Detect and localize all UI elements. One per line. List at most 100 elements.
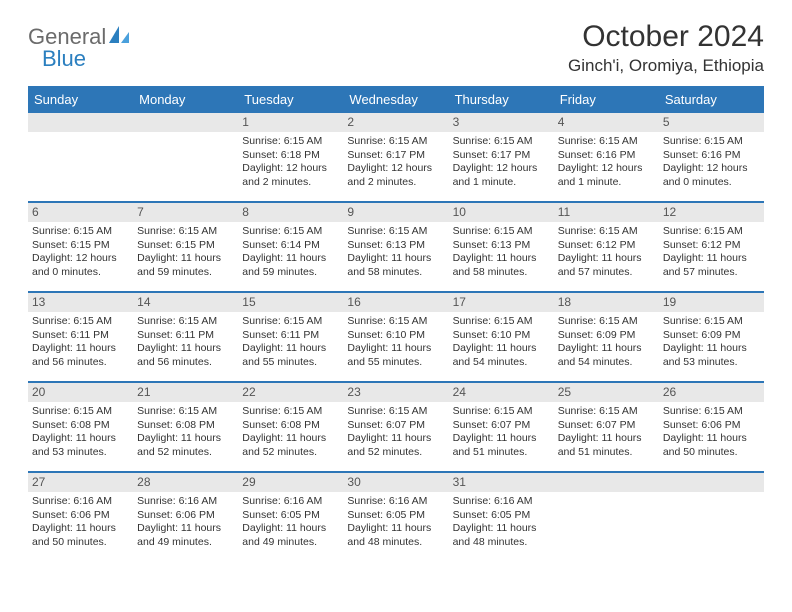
- daylight-text: Daylight: 12 hours and 1 minute.: [453, 162, 550, 189]
- day-details: Sunrise: 6:16 AMSunset: 6:06 PMDaylight:…: [28, 492, 133, 554]
- day-number: 7: [133, 203, 238, 222]
- sunrise-text: Sunrise: 6:15 AM: [663, 405, 760, 418]
- sunset-text: Sunset: 6:09 PM: [663, 329, 760, 342]
- day-cell: 15Sunrise: 6:15 AMSunset: 6:11 PMDayligh…: [238, 293, 343, 381]
- daylight-text: Daylight: 11 hours and 52 minutes.: [347, 432, 444, 459]
- sunset-text: Sunset: 6:09 PM: [558, 329, 655, 342]
- daylight-text: Daylight: 11 hours and 50 minutes.: [32, 522, 129, 549]
- sunrise-text: Sunrise: 6:15 AM: [242, 315, 339, 328]
- day-cell: 20Sunrise: 6:15 AMSunset: 6:08 PMDayligh…: [28, 383, 133, 471]
- day-number: 9: [343, 203, 448, 222]
- daylight-text: Daylight: 11 hours and 52 minutes.: [137, 432, 234, 459]
- day-number: 19: [659, 293, 764, 312]
- sunrise-text: Sunrise: 6:15 AM: [242, 405, 339, 418]
- day-details: Sunrise: 6:15 AMSunset: 6:09 PMDaylight:…: [659, 312, 764, 374]
- daylight-text: Daylight: 11 hours and 49 minutes.: [242, 522, 339, 549]
- sunset-text: Sunset: 6:13 PM: [347, 239, 444, 252]
- day-details: Sunrise: 6:15 AMSunset: 6:15 PMDaylight:…: [133, 222, 238, 284]
- day-details: Sunrise: 6:15 AMSunset: 6:11 PMDaylight:…: [133, 312, 238, 374]
- sunset-text: Sunset: 6:08 PM: [137, 419, 234, 432]
- day-number: 23: [343, 383, 448, 402]
- sunset-text: Sunset: 6:12 PM: [558, 239, 655, 252]
- sunset-text: Sunset: 6:08 PM: [242, 419, 339, 432]
- weekday-header: Monday: [133, 88, 238, 111]
- day-number: 8: [238, 203, 343, 222]
- day-cell: 28Sunrise: 6:16 AMSunset: 6:06 PMDayligh…: [133, 473, 238, 561]
- daylight-text: Daylight: 11 hours and 55 minutes.: [347, 342, 444, 369]
- week-row: 27Sunrise: 6:16 AMSunset: 6:06 PMDayligh…: [28, 471, 764, 561]
- day-cell: 25Sunrise: 6:15 AMSunset: 6:07 PMDayligh…: [554, 383, 659, 471]
- sunrise-text: Sunrise: 6:16 AM: [137, 495, 234, 508]
- sunrise-text: Sunrise: 6:15 AM: [453, 315, 550, 328]
- sunset-text: Sunset: 6:11 PM: [32, 329, 129, 342]
- day-number: 21: [133, 383, 238, 402]
- sunrise-text: Sunrise: 6:15 AM: [663, 135, 760, 148]
- sunrise-text: Sunrise: 6:15 AM: [137, 405, 234, 418]
- sunset-text: Sunset: 6:08 PM: [32, 419, 129, 432]
- day-cell: 31Sunrise: 6:16 AMSunset: 6:05 PMDayligh…: [449, 473, 554, 561]
- day-number: 24: [449, 383, 554, 402]
- sunrise-text: Sunrise: 6:15 AM: [32, 315, 129, 328]
- day-details: Sunrise: 6:15 AMSunset: 6:11 PMDaylight:…: [28, 312, 133, 374]
- sunset-text: Sunset: 6:16 PM: [558, 149, 655, 162]
- title-block: October 2024 Ginch'i, Oromiya, Ethiopia: [568, 18, 764, 76]
- day-details: Sunrise: 6:16 AMSunset: 6:05 PMDaylight:…: [449, 492, 554, 554]
- sunrise-text: Sunrise: 6:16 AM: [347, 495, 444, 508]
- day-cell: 2Sunrise: 6:15 AMSunset: 6:17 PMDaylight…: [343, 113, 448, 201]
- sunrise-text: Sunrise: 6:15 AM: [453, 225, 550, 238]
- day-number: 4: [554, 113, 659, 132]
- day-details: Sunrise: 6:15 AMSunset: 6:17 PMDaylight:…: [449, 132, 554, 194]
- day-details: Sunrise: 6:15 AMSunset: 6:18 PMDaylight:…: [238, 132, 343, 194]
- day-number: 29: [238, 473, 343, 492]
- sunrise-text: Sunrise: 6:15 AM: [663, 315, 760, 328]
- day-details: Sunrise: 6:15 AMSunset: 6:14 PMDaylight:…: [238, 222, 343, 284]
- daylight-text: Daylight: 11 hours and 50 minutes.: [663, 432, 760, 459]
- sunrise-text: Sunrise: 6:15 AM: [242, 135, 339, 148]
- day-number: 3: [449, 113, 554, 132]
- day-details: Sunrise: 6:15 AMSunset: 6:08 PMDaylight:…: [238, 402, 343, 464]
- daylight-text: Daylight: 12 hours and 2 minutes.: [347, 162, 444, 189]
- day-details: Sunrise: 6:15 AMSunset: 6:12 PMDaylight:…: [659, 222, 764, 284]
- day-details: Sunrise: 6:15 AMSunset: 6:08 PMDaylight:…: [133, 402, 238, 464]
- day-number: 20: [28, 383, 133, 402]
- weekday-header-row: Sunday Monday Tuesday Wednesday Thursday…: [28, 88, 764, 111]
- sunset-text: Sunset: 6:07 PM: [347, 419, 444, 432]
- daylight-text: Daylight: 11 hours and 51 minutes.: [558, 432, 655, 459]
- day-cell: 22Sunrise: 6:15 AMSunset: 6:08 PMDayligh…: [238, 383, 343, 471]
- daylight-text: Daylight: 11 hours and 49 minutes.: [137, 522, 234, 549]
- daylight-text: Daylight: 11 hours and 54 minutes.: [558, 342, 655, 369]
- sunset-text: Sunset: 6:07 PM: [558, 419, 655, 432]
- weekday-header: Thursday: [449, 88, 554, 111]
- day-details: Sunrise: 6:15 AMSunset: 6:13 PMDaylight:…: [343, 222, 448, 284]
- sunrise-text: Sunrise: 6:15 AM: [558, 225, 655, 238]
- day-details: Sunrise: 6:16 AMSunset: 6:05 PMDaylight:…: [238, 492, 343, 554]
- day-details: Sunrise: 6:15 AMSunset: 6:15 PMDaylight:…: [28, 222, 133, 284]
- sunrise-text: Sunrise: 6:16 AM: [453, 495, 550, 508]
- sunset-text: Sunset: 6:17 PM: [453, 149, 550, 162]
- day-cell: [554, 473, 659, 561]
- sunset-text: Sunset: 6:14 PM: [242, 239, 339, 252]
- sunrise-text: Sunrise: 6:15 AM: [242, 225, 339, 238]
- daylight-text: Daylight: 12 hours and 0 minutes.: [663, 162, 760, 189]
- day-number: 6: [28, 203, 133, 222]
- location-subtitle: Ginch'i, Oromiya, Ethiopia: [568, 56, 764, 76]
- sunrise-text: Sunrise: 6:15 AM: [32, 225, 129, 238]
- sunset-text: Sunset: 6:06 PM: [137, 509, 234, 522]
- day-cell: 11Sunrise: 6:15 AMSunset: 6:12 PMDayligh…: [554, 203, 659, 291]
- sunrise-text: Sunrise: 6:15 AM: [453, 405, 550, 418]
- sunrise-text: Sunrise: 6:15 AM: [32, 405, 129, 418]
- day-cell: 16Sunrise: 6:15 AMSunset: 6:10 PMDayligh…: [343, 293, 448, 381]
- daylight-text: Daylight: 11 hours and 56 minutes.: [32, 342, 129, 369]
- weeks-container: 1Sunrise: 6:15 AMSunset: 6:18 PMDaylight…: [28, 111, 764, 561]
- sail-icon: [108, 25, 130, 50]
- month-title: October 2024: [568, 20, 764, 54]
- day-details: Sunrise: 6:15 AMSunset: 6:16 PMDaylight:…: [554, 132, 659, 194]
- weekday-header: Friday: [554, 88, 659, 111]
- day-details: Sunrise: 6:15 AMSunset: 6:13 PMDaylight:…: [449, 222, 554, 284]
- day-details: Sunrise: 6:16 AMSunset: 6:06 PMDaylight:…: [133, 492, 238, 554]
- sunrise-text: Sunrise: 6:15 AM: [663, 225, 760, 238]
- sunset-text: Sunset: 6:05 PM: [453, 509, 550, 522]
- day-details: Sunrise: 6:15 AMSunset: 6:08 PMDaylight:…: [28, 402, 133, 464]
- day-cell: 6Sunrise: 6:15 AMSunset: 6:15 PMDaylight…: [28, 203, 133, 291]
- day-number: 15: [238, 293, 343, 312]
